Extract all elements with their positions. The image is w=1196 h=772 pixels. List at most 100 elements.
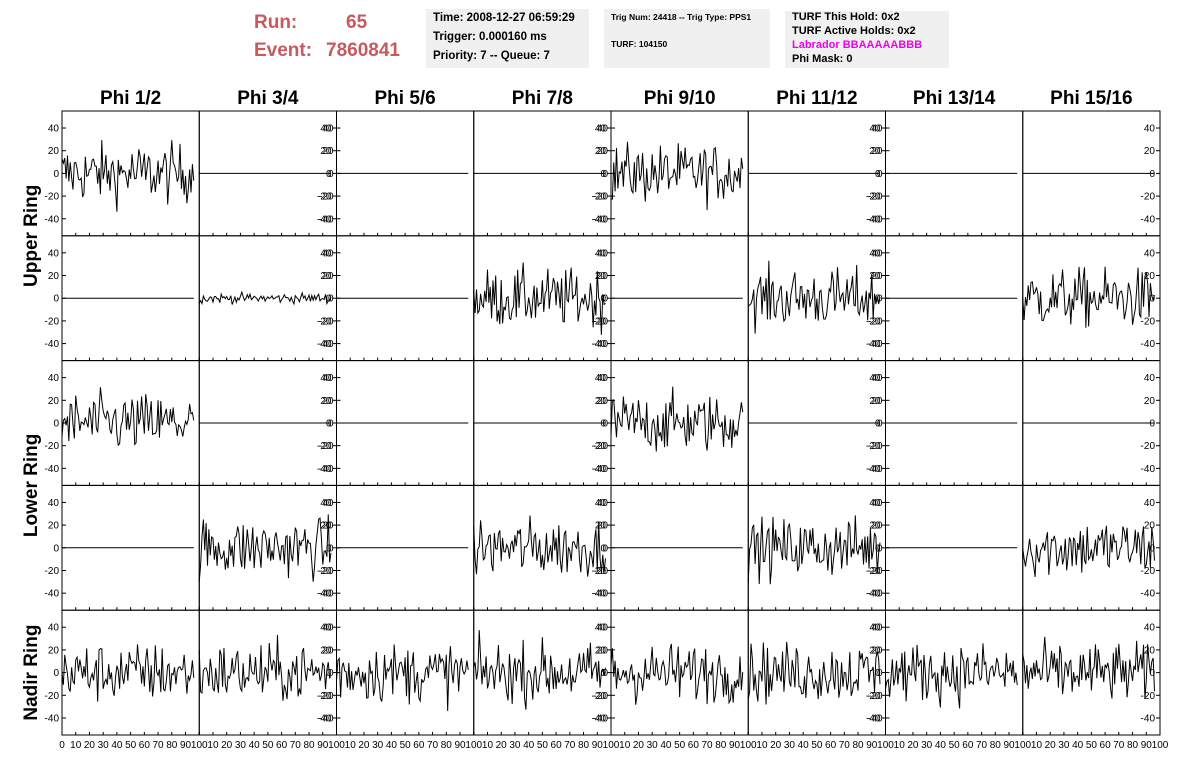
y-tick-label: 40 bbox=[322, 373, 334, 384]
time-info-box: Time: 2008-12-27 06:59:29 Trigger: 0.000… bbox=[426, 9, 589, 68]
x-tick-label: 60 bbox=[413, 740, 425, 751]
time-line: Time: 2008-12-27 06:59:29 bbox=[433, 12, 575, 24]
y-tick-label: -20 bbox=[592, 316, 607, 327]
x-tick-label: 90 bbox=[180, 740, 192, 751]
y-tick-label: 40 bbox=[48, 498, 60, 509]
event-value: 7860841 bbox=[326, 40, 400, 61]
x-tick-label: 50 bbox=[674, 740, 686, 751]
panel-frame bbox=[473, 484, 612, 611]
y-tick-label: 40 bbox=[597, 248, 609, 259]
y-tick-label: -40 bbox=[45, 214, 60, 225]
y-tick-label: 0 bbox=[326, 294, 332, 305]
y-tick-label: -20 bbox=[319, 566, 334, 577]
y-tick-label: -40 bbox=[594, 339, 609, 350]
y-tick-label: -40 bbox=[868, 339, 883, 350]
y-tick-label: -40 bbox=[45, 339, 60, 350]
x-tick-label: 10 bbox=[482, 740, 494, 751]
y-tick-label: -40 bbox=[592, 339, 607, 350]
y-tick-label: -20 bbox=[594, 691, 609, 702]
y-tick-label: 20 bbox=[1144, 271, 1156, 282]
panel-frame bbox=[885, 609, 1024, 736]
x-tick-label: 30 bbox=[784, 740, 796, 751]
column-title-3: Phi 5/6 bbox=[375, 88, 436, 109]
waveform-line bbox=[61, 644, 195, 702]
waveform-line bbox=[610, 141, 744, 211]
y-tick-label: 20 bbox=[320, 146, 332, 157]
x-tick-label: 10 bbox=[345, 740, 357, 751]
y-tick-label: 0 bbox=[875, 668, 881, 679]
ring-label-3: Nadir Ring bbox=[21, 625, 42, 721]
x-tick-label: 60 bbox=[139, 740, 151, 751]
y-tick-label: 40 bbox=[871, 373, 883, 384]
x-tick-label: 10 bbox=[619, 740, 631, 751]
y-tick-label: 0 bbox=[326, 169, 332, 180]
y-tick-label: -20 bbox=[1141, 566, 1156, 577]
x-tick-label: 70 bbox=[153, 740, 165, 751]
y-tick-label: 20 bbox=[48, 645, 60, 656]
x-tick-label: 80 bbox=[1127, 740, 1139, 751]
y-tick-label: 40 bbox=[1144, 623, 1156, 634]
y-tick-label: -40 bbox=[1141, 713, 1156, 724]
x-tick-label: 10 bbox=[894, 740, 906, 751]
y-tick-label: 40 bbox=[869, 124, 881, 135]
y-tick-label: 20 bbox=[322, 146, 334, 157]
x-tick-label: 10 bbox=[207, 740, 219, 751]
x-tick-label: 40 bbox=[249, 740, 261, 751]
y-tick-label: 20 bbox=[595, 396, 607, 407]
y-tick-label: -40 bbox=[594, 464, 609, 475]
y-tick-label: 0 bbox=[877, 294, 883, 305]
y-tick-label: -20 bbox=[319, 316, 334, 327]
y-tick-label: 0 bbox=[53, 419, 59, 430]
waveform-line bbox=[473, 630, 607, 710]
y-tick-label: -40 bbox=[1141, 589, 1156, 600]
labrador-line: Labrador BBAAAAABBB bbox=[792, 39, 923, 51]
y-tick-label: -40 bbox=[868, 589, 883, 600]
y-tick-label: -20 bbox=[594, 441, 609, 452]
y-tick-label: -20 bbox=[866, 316, 881, 327]
y-tick-label: 40 bbox=[871, 623, 883, 634]
y-tick-label: 0 bbox=[602, 169, 608, 180]
x-tick-label: 70 bbox=[976, 740, 988, 751]
waveform-line bbox=[747, 641, 881, 705]
y-tick-label: -20 bbox=[45, 192, 60, 203]
column-title-5: Phi 9/10 bbox=[644, 88, 716, 109]
y-tick-label: 40 bbox=[597, 498, 609, 509]
x-tick-label: 50 bbox=[262, 740, 274, 751]
y-tick-label: 40 bbox=[869, 623, 881, 634]
y-tick-label: -40 bbox=[317, 339, 332, 350]
x-tick-label: 40 bbox=[798, 740, 810, 751]
y-tick-label: -40 bbox=[594, 214, 609, 225]
y-tick-label: -20 bbox=[45, 316, 60, 327]
y-tick-label: -40 bbox=[317, 214, 332, 225]
x-tick-label: 80 bbox=[990, 740, 1002, 751]
x-tick-label: 70 bbox=[1113, 740, 1125, 751]
y-tick-label: 40 bbox=[871, 498, 883, 509]
y-tick-label: -40 bbox=[866, 589, 881, 600]
x-tick-label: 40 bbox=[935, 740, 947, 751]
y-tick-label: -40 bbox=[592, 464, 607, 475]
y-tick-label: -40 bbox=[45, 589, 60, 600]
y-tick-label: -20 bbox=[592, 192, 607, 203]
y-tick-label: 40 bbox=[869, 373, 881, 384]
y-tick-label: 40 bbox=[595, 498, 607, 509]
y-tick-label: 0 bbox=[1149, 419, 1155, 430]
y-tick-label: 40 bbox=[48, 373, 60, 384]
y-tick-label: -20 bbox=[319, 192, 334, 203]
y-tick-label: 20 bbox=[48, 396, 60, 407]
y-tick-label: 0 bbox=[1149, 169, 1155, 180]
y-tick-label: -40 bbox=[866, 214, 881, 225]
column-title-4: Phi 7/8 bbox=[512, 88, 573, 109]
column-title-1: Phi 1/2 bbox=[100, 88, 161, 109]
x-tick-label: 30 bbox=[509, 740, 521, 751]
y-tick-label: 0 bbox=[600, 169, 606, 180]
y-tick-label: -20 bbox=[1141, 192, 1156, 203]
y-tick-label: 20 bbox=[322, 271, 334, 282]
x-tick-label: 90 bbox=[866, 740, 878, 751]
y-tick-label: 0 bbox=[326, 419, 332, 430]
x-tick-label: 100 bbox=[740, 740, 757, 751]
y-tick-label: 0 bbox=[602, 668, 608, 679]
turf-hold-line: TURF This Hold: 0x2 bbox=[792, 11, 900, 23]
y-tick-label: -40 bbox=[868, 464, 883, 475]
y-tick-label: 20 bbox=[1144, 645, 1156, 656]
